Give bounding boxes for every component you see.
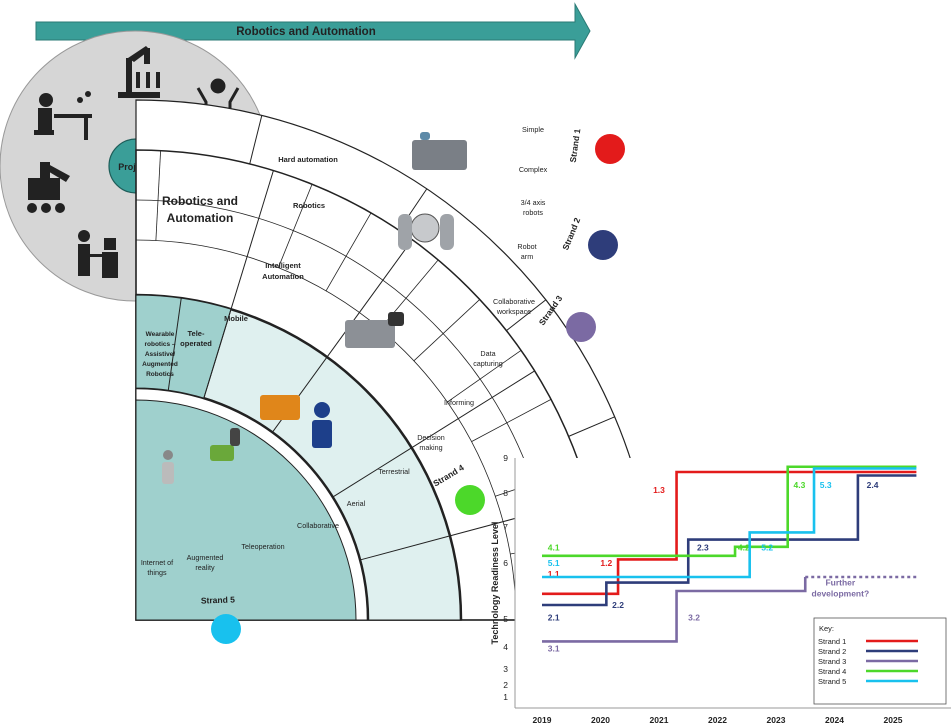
series-data-label: 2.3: [697, 542, 709, 552]
y-tick-label: 6: [503, 558, 508, 568]
y-tick-label: 8: [503, 488, 508, 498]
outer-ring-label: Simple: [522, 125, 544, 134]
series-data-label: 2.1: [548, 612, 560, 622]
series-data-label: 4.3: [793, 480, 805, 490]
y-tick-label: 4: [503, 642, 508, 652]
inner-ring-label: Mobile: [224, 314, 248, 323]
human-robot-handshake-icon: [78, 230, 118, 278]
dual-arm-robot-illustration: [398, 213, 454, 250]
y-tick-label: 2: [503, 680, 508, 690]
y-tick-label: 3: [503, 664, 508, 674]
outer-ring-label: Teleoperation: [241, 542, 284, 551]
inner-ring-label: Robotics: [293, 201, 325, 210]
inner-ring-label: Wearable: [146, 331, 175, 338]
banner-title: Robotics and Automation: [236, 26, 375, 38]
x-tick-label: 2025: [884, 715, 903, 725]
outer-ring-label: Robot: [517, 242, 536, 251]
outer-ring-label: Internet of: [141, 558, 173, 567]
strand-label: Strand 5: [201, 594, 236, 605]
core-label-line2: Automation: [167, 211, 234, 225]
strand-label: Strand 1: [568, 128, 583, 163]
core-label-line1: Robotics and: [162, 194, 238, 208]
outer-ring-label: things: [147, 568, 167, 577]
outer-ring-label: making: [419, 443, 442, 452]
legend-entry: Strand 1: [818, 637, 846, 646]
inner-ring-label: Automation: [262, 272, 304, 281]
outer-ring-label: Aerial: [347, 499, 366, 508]
strand-1-dot: [595, 134, 625, 164]
robot-arm-lab-icon: [118, 46, 160, 98]
x-tick-label: 2020: [591, 715, 610, 725]
legend-entry: Strand 4: [818, 667, 846, 676]
series-data-label: 4.1: [548, 542, 560, 552]
outer-ring-label: Complex: [519, 165, 548, 174]
series-data-label: 5.3: [820, 480, 832, 490]
series-data-label: 5.2: [761, 542, 773, 552]
series-data-label: 1.2: [600, 558, 612, 568]
inner-ring-label: Tele-: [188, 329, 205, 338]
y-tick-label: 5: [503, 614, 508, 624]
trl-chart: 1 2 3 4 5 6 7 8 9 2019 2020 2021 2022 2023 2024 2025 Tec…: [490, 453, 951, 725]
inner-ring-label: robotics –: [144, 341, 175, 348]
outer-ring-label: arm: [521, 252, 533, 261]
y-tick-label: 1: [503, 692, 508, 702]
series-data-label: 2.2: [612, 600, 624, 610]
series-data-label: Further: [825, 577, 855, 587]
x-tick-label: 2022: [708, 715, 727, 725]
outer-ring-label: capturing: [473, 359, 503, 368]
series-data-label: 1.3: [653, 485, 665, 495]
x-tick-label: 2024: [825, 715, 844, 725]
series-data-label: 3.2: [688, 612, 700, 622]
strand-3-dot: [566, 312, 596, 342]
series-line-strand-5: [542, 467, 917, 579]
outer-ring-label: 3/4 axis: [521, 198, 546, 207]
series-line-strand-3: [542, 577, 807, 643]
worker-at-desk-icon: [34, 91, 92, 140]
outer-ring-label: Data: [480, 349, 495, 358]
y-tick-label: 7: [503, 522, 508, 532]
x-tick-label: 2023: [767, 715, 786, 725]
series-data-label: development?: [812, 589, 870, 599]
outer-ring-label: Collaborative: [297, 521, 339, 530]
series-line-strand-4: [542, 465, 917, 558]
inner-ring-label: Augmented: [142, 361, 178, 368]
outer-ring-label: Decision: [417, 433, 445, 442]
x-tick-label: 2021: [650, 715, 669, 725]
inner-ring-label: Intelligent: [265, 261, 301, 270]
inner-ring-label: operated: [180, 339, 212, 348]
outer-ring-label: Informing: [444, 398, 474, 407]
series-data-label: 1.1: [548, 569, 560, 579]
legend-entry: Strand 2: [818, 647, 846, 656]
outer-ring-label: reality: [195, 563, 215, 572]
x-tick-label: 2019: [533, 715, 552, 725]
outer-ring-label: Augmented: [187, 553, 224, 562]
inner-ring-label: Robotics: [146, 371, 174, 378]
mobile-robot-icon: [27, 162, 70, 213]
series-data-label: 2.4: [867, 480, 879, 490]
series-data-label: 4.2: [738, 542, 750, 552]
strand-label: Strand 2: [560, 216, 582, 252]
outer-ring-label: Collaborative: [493, 297, 535, 306]
series-line-strand-2: [542, 474, 917, 607]
inner-ring-label: Assistive/: [145, 351, 176, 358]
outer-ring-label: workspace: [496, 307, 531, 316]
legend-title: Key:: [819, 624, 834, 633]
series-data-label: 3.1: [548, 643, 560, 653]
series-data-label: 5.1: [548, 558, 560, 568]
inner-ring-label: Hard automation: [278, 155, 338, 164]
y-tick-label: 9: [503, 453, 508, 463]
outer-ring-label: Terrestrial: [378, 467, 410, 476]
strand-2-dot: [588, 230, 618, 260]
legend-entry: Strand 5: [818, 677, 846, 686]
strand-4-dot: [455, 485, 485, 515]
outer-ring-label: robots: [523, 208, 543, 217]
y-axis-label: Technology Readiness Level: [490, 522, 500, 645]
legend-entry: Strand 3: [818, 657, 846, 666]
strand-5-dot: [211, 614, 241, 644]
